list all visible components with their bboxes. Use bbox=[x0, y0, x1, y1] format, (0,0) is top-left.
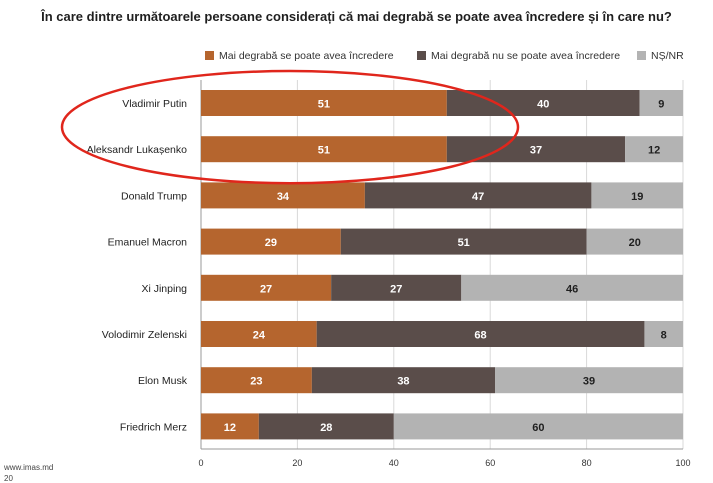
x-tick-label: 80 bbox=[582, 458, 592, 468]
data-label: 20 bbox=[629, 237, 641, 249]
category-label: Donald Trump bbox=[121, 190, 187, 202]
category-label: Xi Jinping bbox=[141, 283, 187, 295]
data-label: 19 bbox=[631, 191, 643, 203]
category-label: Friedrich Merz bbox=[120, 421, 187, 433]
legend-label: Mai degrabă nu se poate avea încredere bbox=[431, 50, 621, 62]
legend-label: Mai degrabă se poate avea încredere bbox=[219, 50, 394, 62]
data-label: 24 bbox=[253, 330, 266, 342]
bar-segment bbox=[446, 90, 640, 116]
data-label: 51 bbox=[458, 237, 470, 249]
bar-segment bbox=[258, 413, 394, 440]
legend-item-dk: NȘ/NR bbox=[637, 50, 684, 62]
data-label: 68 bbox=[474, 330, 486, 342]
data-label: 46 bbox=[566, 283, 578, 295]
legend-swatch bbox=[637, 51, 646, 60]
source-label: www.imas.md bbox=[4, 463, 54, 472]
bar-segment bbox=[201, 321, 317, 347]
data-label: 39 bbox=[583, 376, 595, 388]
bar-segment bbox=[446, 136, 626, 163]
bar-segment bbox=[644, 321, 683, 347]
legend-label: NȘ/NR bbox=[651, 50, 684, 62]
x-tick-label: 60 bbox=[485, 458, 495, 468]
bar-segment bbox=[201, 367, 312, 394]
category-label: Emanuel Macron bbox=[108, 237, 188, 249]
legend-item-trust: Mai degrabă se poate avea încredere bbox=[205, 50, 394, 62]
x-tick-label: 0 bbox=[198, 458, 203, 468]
data-label: 38 bbox=[397, 376, 409, 388]
data-label: 23 bbox=[250, 376, 262, 388]
bar-segment bbox=[393, 413, 683, 440]
bar-segment bbox=[316, 321, 645, 347]
legend-item-distrust: Mai degrabă nu se poate avea încredere bbox=[417, 50, 620, 62]
legend-swatch bbox=[205, 51, 214, 60]
data-label: 27 bbox=[390, 283, 402, 295]
bar-segment bbox=[586, 228, 683, 255]
x-tick-label: 40 bbox=[389, 458, 399, 468]
data-label: 60 bbox=[532, 422, 544, 434]
data-label: 8 bbox=[661, 330, 667, 342]
data-label: 12 bbox=[648, 145, 660, 157]
data-label: 40 bbox=[537, 99, 549, 111]
category-label: Elon Musk bbox=[138, 375, 188, 387]
bar-segment bbox=[201, 413, 259, 440]
page-number: 20 bbox=[4, 474, 13, 483]
category-label: Aleksandr Lukașenko bbox=[87, 144, 188, 156]
bar-segment bbox=[591, 182, 683, 209]
data-label: 51 bbox=[318, 145, 330, 157]
x-tick-label: 100 bbox=[675, 458, 690, 468]
data-label: 34 bbox=[277, 191, 290, 203]
bar-segment bbox=[461, 274, 683, 301]
legend-swatch bbox=[417, 51, 426, 60]
data-label: 12 bbox=[224, 422, 236, 434]
bar-segment bbox=[201, 182, 365, 209]
data-label: 29 bbox=[265, 237, 277, 249]
bar-segment bbox=[639, 90, 683, 116]
category-label: Volodimir Zelenski bbox=[102, 329, 187, 341]
category-label: Vladimir Putin bbox=[122, 98, 187, 110]
bar-segment bbox=[201, 228, 341, 255]
highlight-ring bbox=[60, 69, 520, 185]
data-label: 28 bbox=[320, 422, 332, 434]
data-label: 27 bbox=[260, 283, 272, 295]
data-label: 37 bbox=[530, 145, 542, 157]
bar-segment bbox=[364, 182, 592, 209]
data-label: 47 bbox=[472, 191, 484, 203]
bar-segment bbox=[201, 136, 447, 163]
bar-segment bbox=[311, 367, 496, 394]
bar-segment bbox=[340, 228, 587, 255]
bar-segment bbox=[331, 274, 462, 301]
chart-title: În care dintre următoarele persoane cons… bbox=[41, 9, 672, 24]
bar-segment bbox=[625, 136, 683, 163]
data-label: 9 bbox=[658, 99, 664, 111]
bar-segment bbox=[495, 367, 683, 394]
bar-segment bbox=[201, 274, 332, 301]
bar-segment bbox=[201, 90, 447, 116]
data-label: 51 bbox=[318, 99, 330, 111]
x-tick-label: 20 bbox=[292, 458, 302, 468]
